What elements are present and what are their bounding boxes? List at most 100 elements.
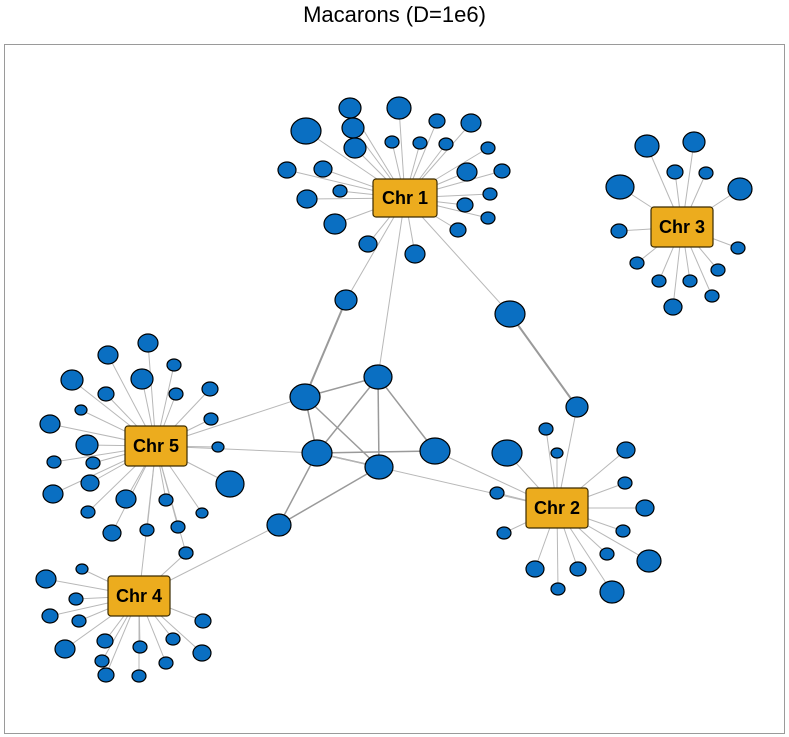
node-chr4-leaf-1 — [75, 563, 89, 575]
node-chr1-leaf-3 — [341, 117, 365, 139]
node-chr3-leaf-5 — [727, 177, 753, 201]
node-connector-m4 — [364, 454, 394, 480]
node-chr2-leaf-9 — [525, 560, 545, 578]
node-chr4-leaf-5 — [194, 613, 212, 629]
node-chr1-leaf-18 — [456, 197, 474, 213]
node-chr3-leaf-6 — [610, 223, 628, 239]
edge-connector-13 — [316, 450, 436, 454]
node-chr2-leaf-12 — [636, 549, 662, 573]
node-chr2-leaf-11 — [599, 547, 615, 561]
node-chr5-leaf-23 — [139, 523, 155, 537]
edge-connector-10 — [377, 376, 380, 468]
node-connector-m3 — [301, 439, 333, 467]
node-chr1-leaf-7 — [412, 136, 428, 150]
node-chr4-leaf-2 — [68, 592, 84, 606]
node-chr2-leaf-8 — [615, 524, 631, 538]
node-chr5-leaf-1 — [97, 345, 119, 365]
plot-frame — [4, 44, 785, 734]
node-chr1-leaf-20 — [480, 211, 496, 225]
node-chr4-leaf-12 — [158, 656, 174, 670]
hub-chr1: Chr 1 — [372, 178, 438, 218]
nodes-layer — [35, 96, 753, 683]
node-chr5-leaf-4 — [130, 368, 154, 390]
node-chr1-leaf-15 — [332, 184, 348, 198]
node-chr3-leaf-2 — [666, 164, 684, 180]
hub-chr2: Chr 2 — [525, 487, 589, 529]
node-chr5-leaf-24 — [170, 520, 186, 534]
node-chr5-leaf-9 — [39, 414, 61, 434]
node-chr5-leaf-2 — [166, 358, 182, 372]
hub-chr3-box — [650, 206, 714, 248]
edge-connector-14 — [278, 466, 380, 526]
node-chr3-leaf-10 — [651, 274, 667, 288]
node-chr2-leaf-2 — [550, 447, 564, 459]
edge-connector-2 — [377, 197, 406, 378]
node-chr1-leaf-23 — [404, 244, 426, 264]
node-chr4-leaf-9 — [165, 632, 181, 646]
node-connector-m1 — [289, 383, 321, 411]
node-chr1-leaf-16 — [296, 189, 318, 209]
node-chr5-leaf-15 — [85, 456, 101, 470]
node-chr5-leaf-21 — [195, 507, 209, 519]
node-connector-m2 — [363, 364, 393, 390]
node-chr4-leaf-7 — [96, 633, 114, 649]
node-chr1-leaf-12 — [313, 160, 333, 178]
node-chr3-leaf-9 — [710, 263, 726, 277]
node-chr4-leaf-6 — [54, 639, 76, 659]
node-chr5-leaf-16 — [80, 474, 100, 492]
hub-chr3-label: Chr 3 — [659, 217, 705, 237]
node-connector-a — [334, 289, 358, 311]
node-chr2-leaf-10 — [569, 561, 587, 577]
node-chr2-leaf-13 — [550, 582, 566, 596]
node-chr2-leaf-14 — [599, 580, 625, 604]
hub-chr1-box — [372, 178, 438, 218]
node-chr5-leaf-17 — [42, 484, 64, 504]
node-chr5-leaf-13 — [215, 470, 245, 498]
node-chr3-leaf-13 — [663, 298, 683, 316]
hubs-layer: Chr 1 Chr 2 Chr 3 Chr 4 Chr 5 — [107, 178, 714, 617]
node-chr5-leaf-7 — [201, 381, 219, 397]
edge-connector-1 — [304, 299, 347, 398]
node-chr2-leaf-4 — [617, 476, 633, 490]
node-chr4-leaf-0 — [35, 569, 57, 589]
node-chr3-leaf-8 — [629, 256, 645, 270]
node-chr4-leaf-10 — [192, 644, 212, 662]
node-chr2-leaf-3 — [616, 441, 636, 459]
node-chr5-leaf-6 — [168, 387, 184, 401]
edge-connector-9 — [316, 376, 379, 454]
node-chr3-leaf-11 — [682, 274, 698, 288]
node-chr1-leaf-0 — [338, 97, 362, 119]
node-chr1-leaf-6 — [384, 135, 400, 149]
node-chr5-leaf-5 — [97, 386, 115, 402]
node-chr1-leaf-13 — [456, 162, 478, 182]
node-connector-b — [494, 300, 526, 328]
hub-chr4: Chr 4 — [107, 575, 171, 617]
node-chr2-leaf-6 — [635, 499, 655, 517]
node-chr1-leaf-4 — [428, 113, 446, 129]
node-connector-c — [565, 396, 589, 418]
node-chr5-leaf-18 — [115, 489, 137, 509]
node-chr1-leaf-17 — [482, 187, 498, 201]
node-chr5-leaf-20 — [80, 505, 96, 519]
edge-connector-21 — [138, 445, 157, 597]
node-chr5-leaf-11 — [75, 434, 99, 456]
node-chr1-leaf-14 — [493, 163, 511, 179]
node-chr1-leaf-5 — [460, 113, 482, 133]
node-chr4-leaf-15 — [178, 546, 194, 560]
edge-connector-17 — [316, 452, 558, 509]
node-chr3-leaf-4 — [605, 174, 635, 200]
node-chr4-leaf-11 — [94, 654, 110, 668]
hub-chr5-label: Chr 5 — [133, 436, 179, 456]
node-chr5-leaf-19 — [158, 493, 174, 507]
node-chr2-leaf-1 — [538, 422, 554, 436]
node-chr3-leaf-0 — [634, 134, 660, 158]
node-chr1-leaf-22 — [358, 235, 378, 253]
node-chr5-leaf-3 — [60, 369, 84, 391]
hub-chr3: Chr 3 — [650, 206, 714, 248]
node-chr5-leaf-22 — [102, 524, 122, 542]
node-chr5-leaf-14 — [46, 455, 62, 469]
node-chr1-leaf-21 — [449, 222, 467, 238]
chart-title: Macarons (D=1e6) — [303, 2, 486, 27]
hub-chr5: Chr 5 — [124, 425, 188, 467]
